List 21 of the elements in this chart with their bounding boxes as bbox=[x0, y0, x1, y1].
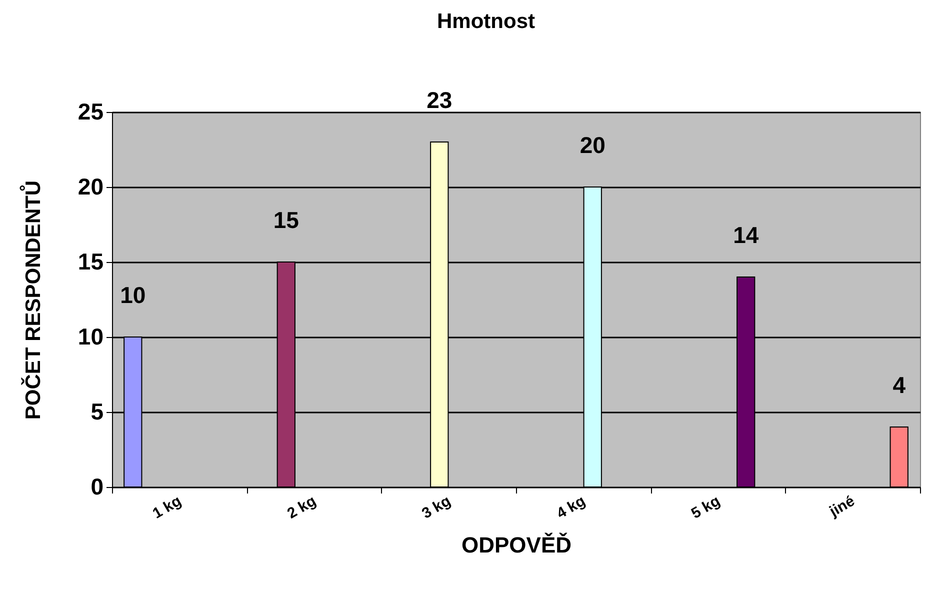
x-tick-label: 4 kg bbox=[554, 492, 588, 522]
x-tick-label: 2 kg bbox=[284, 492, 319, 522]
data-label: 4 bbox=[892, 372, 906, 398]
data-label: 14 bbox=[733, 222, 759, 248]
y-axis-title: POČET RESPONDENTŮ bbox=[18, 180, 45, 420]
x-tick-label: jiné bbox=[826, 492, 858, 521]
y-tick-label: 5 bbox=[90, 398, 104, 424]
data-label: 15 bbox=[273, 207, 300, 233]
x-tick-label: 5 kg bbox=[688, 492, 723, 522]
data-label: 10 bbox=[120, 282, 146, 308]
x-tick-label: 1 kg bbox=[150, 492, 184, 522]
data-label: 23 bbox=[426, 87, 452, 113]
y-tick-label: 10 bbox=[78, 324, 104, 350]
y-tick-label: 0 bbox=[90, 474, 104, 500]
x-axis-title: ODPOVĚĎ bbox=[461, 532, 572, 558]
data-label: 20 bbox=[580, 132, 606, 158]
y-tick-label: 15 bbox=[78, 248, 104, 274]
y-tick-label: 25 bbox=[78, 98, 104, 124]
chart-title: Hmotnost bbox=[437, 10, 535, 33]
y-tick-label: 20 bbox=[78, 174, 104, 200]
x-tick-label: 3 kg bbox=[419, 492, 454, 522]
